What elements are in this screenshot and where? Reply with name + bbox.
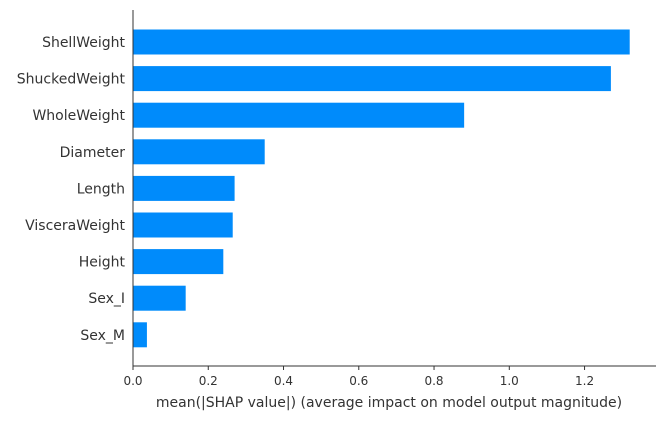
x-axis-title: mean(|SHAP value|) (average impact on mo… bbox=[156, 395, 622, 411]
x-tick-label: 0.6 bbox=[349, 374, 368, 388]
bar-sex-m bbox=[133, 322, 147, 348]
category-label: WholeWeight bbox=[32, 108, 125, 124]
bar-wholeweight bbox=[133, 102, 465, 128]
category-label: ShuckedWeight bbox=[17, 72, 126, 88]
category-label: Sex_M bbox=[80, 328, 125, 344]
bar-visceraweight bbox=[133, 212, 233, 238]
category-label: VisceraWeight bbox=[25, 218, 125, 234]
bar-shuckedweight bbox=[133, 66, 611, 92]
x-tick-label: 0.4 bbox=[274, 374, 293, 388]
bar-height bbox=[133, 249, 224, 275]
bar-diameter bbox=[133, 139, 265, 165]
category-label: Sex_I bbox=[88, 291, 125, 307]
bar-length bbox=[133, 175, 235, 201]
category-label: Height bbox=[79, 255, 126, 271]
x-tick-label: 0.8 bbox=[424, 374, 443, 388]
x-tick-label: 1.2 bbox=[575, 374, 594, 388]
category-label: Length bbox=[77, 181, 125, 197]
bars-group bbox=[133, 29, 630, 348]
x-tick-label: 1.0 bbox=[500, 374, 519, 388]
category-label: Diameter bbox=[60, 145, 126, 161]
x-ticks-group: 0.0 0.2 0.4 0.6 0.8 1.0 1.2 bbox=[123, 366, 594, 388]
x-tick-label: 0.2 bbox=[199, 374, 218, 388]
category-labels-group: ShellWeight ShuckedWeight WholeWeight Diame… bbox=[17, 35, 126, 344]
bar-shellweight bbox=[133, 29, 630, 55]
bar-sex-i bbox=[133, 285, 186, 311]
x-tick-label: 0.0 bbox=[123, 374, 142, 388]
category-label: ShellWeight bbox=[42, 35, 125, 51]
